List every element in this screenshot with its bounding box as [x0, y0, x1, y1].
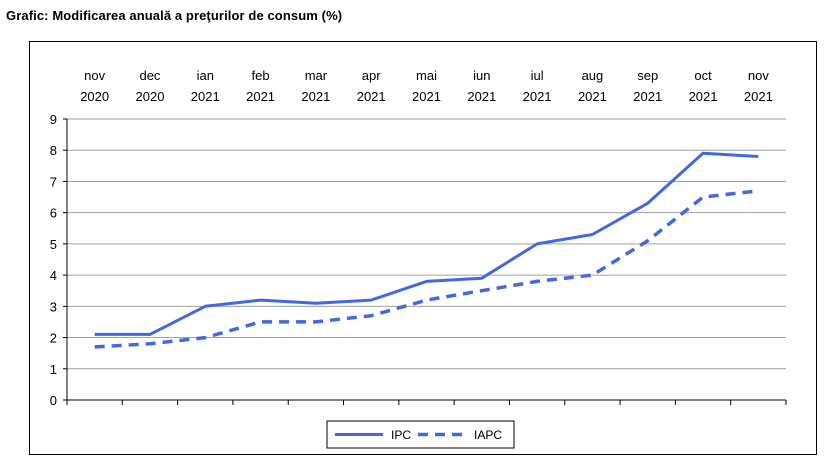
x-tick-label-month: dec: [139, 68, 160, 83]
x-tick-label-month: feb: [252, 68, 270, 83]
chart-frame: [29, 41, 817, 455]
x-tick-label-month: nov: [84, 68, 105, 83]
x-tick-label-year: 2020: [80, 89, 109, 104]
y-tick-label: 3: [50, 299, 57, 314]
legend-label-ipc: IPC: [391, 428, 411, 442]
x-tick-label-month: apr: [362, 68, 381, 83]
y-tick-label: 6: [50, 206, 57, 221]
y-tick-label: 9: [50, 112, 57, 127]
x-tick-label-month: iun: [473, 68, 490, 83]
x-tick-label-year: 2021: [412, 89, 441, 104]
x-tick-label-year: 2020: [136, 89, 165, 104]
legend-label-iapc: IAPC: [474, 428, 502, 442]
x-tick-label-month: nov: [748, 68, 769, 83]
y-tick-label: 5: [50, 237, 57, 252]
x-tick-label-month: iul: [531, 68, 544, 83]
x-tick-label-year: 2021: [689, 89, 718, 104]
series-line-ipc: [94, 151, 759, 336]
y-tick-label: 0: [50, 393, 57, 408]
x-tick-label-month: oct: [694, 68, 712, 83]
y-tick-label: 8: [50, 143, 57, 158]
x-tick-label-month: mar: [305, 68, 328, 83]
series-line-iapc: [94, 189, 759, 349]
x-tick-label-year: 2021: [301, 89, 330, 104]
x-tick-label-month: sep: [637, 68, 658, 83]
chart-caption: Grafic: Modificarea anuală a preţurilor …: [6, 8, 343, 23]
x-tick-label-month: mai: [416, 68, 437, 83]
x-tick-label-month: ian: [197, 68, 214, 83]
y-tick-label: 1: [50, 362, 57, 377]
x-tick-label-month: aug: [582, 68, 604, 83]
y-tick-label: 2: [50, 331, 57, 346]
x-tick-label-year: 2021: [357, 89, 386, 104]
x-tick-label-year: 2021: [246, 89, 275, 104]
y-tick-label: 7: [50, 174, 57, 189]
x-tick-label-year: 2021: [191, 89, 220, 104]
x-tick-label-year: 2021: [523, 89, 552, 104]
x-tick-label-year: 2021: [578, 89, 607, 104]
x-tick-label-year: 2021: [467, 89, 496, 104]
x-tick-label-year: 2021: [633, 89, 662, 104]
y-tick-label: 4: [50, 268, 57, 283]
x-tick-label-year: 2021: [744, 89, 773, 104]
